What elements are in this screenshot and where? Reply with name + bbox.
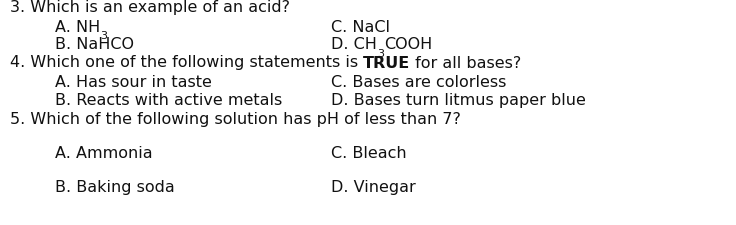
Text: 3: 3 (100, 31, 107, 41)
Text: D. Vinegar: D. Vinegar (331, 180, 416, 195)
Text: for all bases?: for all bases? (410, 56, 521, 70)
Text: COOH: COOH (384, 37, 432, 52)
Text: 4. Which one of the following statements is: 4. Which one of the following statements… (10, 56, 363, 70)
Text: C. NaCl: C. NaCl (331, 20, 390, 34)
Text: A. NH: A. NH (55, 20, 100, 34)
Text: A. Has sour in taste: A. Has sour in taste (55, 75, 212, 90)
Text: TRUE: TRUE (363, 56, 410, 70)
Text: B. Reacts with active metals: B. Reacts with active metals (55, 93, 283, 108)
Text: D. Bases turn litmus paper blue: D. Bases turn litmus paper blue (331, 93, 586, 108)
Text: 3: 3 (377, 49, 384, 59)
Text: B. Baking soda: B. Baking soda (55, 180, 175, 195)
Text: D. CH: D. CH (331, 37, 377, 52)
Text: C. Bleach: C. Bleach (331, 146, 407, 160)
Text: A. Ammonia: A. Ammonia (55, 146, 153, 160)
Text: 5. Which of the following solution has pH of less than 7?: 5. Which of the following solution has p… (10, 112, 461, 127)
Text: B. NaHCO: B. NaHCO (55, 37, 134, 52)
Text: 3. Which is an example of an acid?: 3. Which is an example of an acid? (10, 0, 289, 15)
Text: C. Bases are colorless: C. Bases are colorless (331, 75, 506, 90)
